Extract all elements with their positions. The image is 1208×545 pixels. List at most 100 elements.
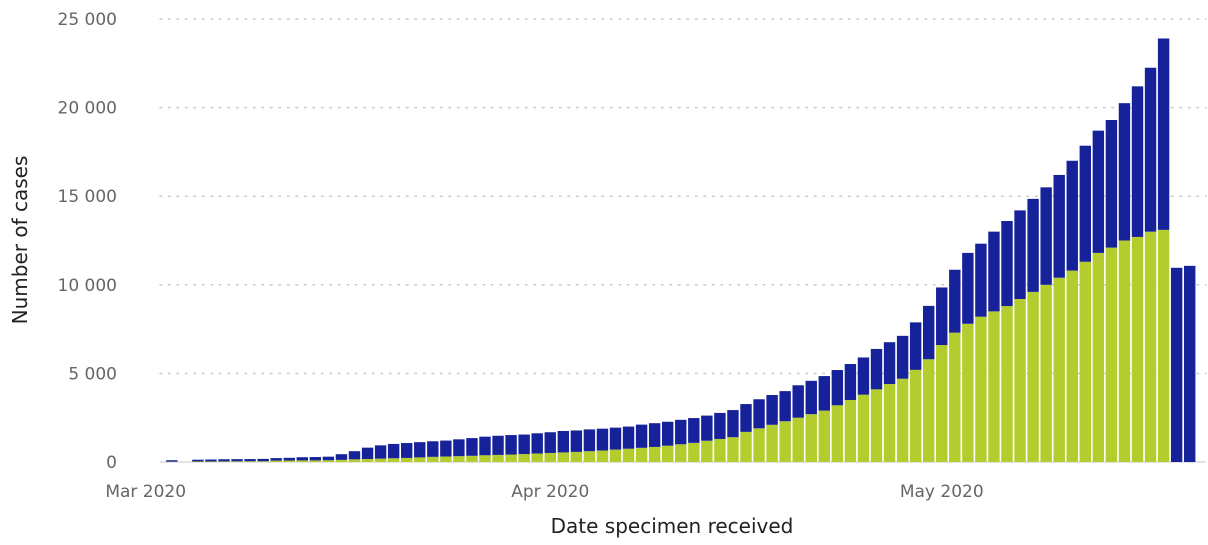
y-tick-label: 25 000 xyxy=(58,10,117,30)
bar-segment-bottom xyxy=(1157,229,1170,462)
y-tick-label: 20 000 xyxy=(58,99,117,119)
bar-segment-top xyxy=(1157,38,1170,230)
bar-segment-bottom xyxy=(1079,261,1091,462)
bar-segment-top xyxy=(609,427,622,450)
bar-segment-top xyxy=(1079,145,1091,262)
bar-segment-bottom xyxy=(688,442,700,462)
bar-segment-bottom xyxy=(701,440,713,462)
bar-segment-top xyxy=(805,380,817,415)
bar-segment-bottom xyxy=(492,454,504,462)
bar-segment-top xyxy=(1131,86,1144,237)
bar-segment-top xyxy=(1066,160,1078,271)
bar-segment-bottom xyxy=(779,421,791,462)
bar-segment-bottom xyxy=(518,454,530,462)
bar-segment-top xyxy=(544,432,556,453)
bar-segment-top xyxy=(596,428,609,451)
y-axis-tick-labels: 0 5 000 10 000 15 000 20 000 25 000 xyxy=(58,10,117,473)
bar-segment-bottom xyxy=(453,456,465,462)
y-tick-label: 10 000 xyxy=(58,276,117,296)
bar-segment-top xyxy=(387,443,400,459)
x-axis-tick-labels: Mar 2020 Apr 2020 May 2020 xyxy=(105,482,983,502)
bar-segment-top xyxy=(714,412,726,439)
bar-segment-bottom xyxy=(896,378,909,462)
y-tick-label: 15 000 xyxy=(58,187,117,207)
bar-segment-top xyxy=(909,322,922,370)
bar-segment-bottom xyxy=(205,461,217,462)
bar-segment-bottom xyxy=(675,444,687,462)
bar-segment-bottom xyxy=(870,389,883,462)
bar-segment-bottom xyxy=(570,451,583,462)
bar-segment-top xyxy=(779,391,791,422)
bar-segment-top xyxy=(440,440,452,457)
bar-segment-bottom xyxy=(1131,236,1144,462)
bar-segment-top xyxy=(231,459,243,462)
bar-segment-top xyxy=(1027,198,1039,292)
bar-segment-top xyxy=(335,454,348,460)
bar-segment-top xyxy=(936,287,948,346)
bar-segment-bottom xyxy=(622,448,635,462)
bar-segment-bottom xyxy=(1014,298,1026,462)
bar-segment-bottom xyxy=(740,431,752,462)
bar-segment-bottom xyxy=(844,399,857,462)
bar-segment-top xyxy=(466,438,478,456)
bar-segment-bottom xyxy=(1105,247,1118,462)
bar-segment-bottom xyxy=(962,323,974,462)
bar-segment-bottom xyxy=(596,450,609,462)
bar-segment-bottom xyxy=(257,461,269,462)
bar-segment-top xyxy=(1170,267,1183,462)
bar-segment-bottom xyxy=(218,461,230,462)
bar-segment-top xyxy=(192,459,204,462)
bar-segment-top xyxy=(883,342,896,385)
bar-segment-bottom xyxy=(1053,277,1065,462)
y-tick-label: 5 000 xyxy=(68,364,117,384)
bar-segment-top xyxy=(857,357,870,395)
bar-segment-bottom xyxy=(766,424,778,462)
bar-segment-bottom xyxy=(244,461,256,462)
bar-segment-top xyxy=(414,442,426,458)
bar-segment-top xyxy=(818,376,830,411)
bar-segment-bottom xyxy=(544,452,556,462)
bar-segment-bottom xyxy=(361,458,374,462)
bar-segment-top xyxy=(205,459,217,462)
x-tick-label: Apr 2020 xyxy=(511,482,589,502)
bar-segment-bottom xyxy=(414,457,426,462)
bar-segment-top xyxy=(1014,210,1026,299)
bar-segment-bottom xyxy=(296,460,308,462)
bar-segment-top xyxy=(740,404,752,432)
bar-segment-top xyxy=(322,456,335,461)
bar-segment-top xyxy=(949,269,961,333)
bar-segment-top xyxy=(1144,67,1157,232)
bar-segment-top xyxy=(896,335,909,379)
bar-segment-bottom xyxy=(466,455,478,462)
bar-segment-bottom xyxy=(909,369,922,462)
bar-segment-bottom xyxy=(335,459,348,462)
bar-segment-bottom xyxy=(531,453,543,462)
bar-segment-bottom xyxy=(609,449,622,462)
bar-segment-top xyxy=(518,434,530,455)
bar-segment-top xyxy=(1105,120,1118,248)
bar-segment-bottom xyxy=(818,410,830,462)
bar-segment-bottom xyxy=(949,332,961,462)
bar-segment-top xyxy=(648,423,661,447)
bar-segment-top xyxy=(1118,103,1131,241)
bar-segment-top xyxy=(479,436,491,456)
bar-segment-bottom xyxy=(374,458,387,462)
bar-segment-bottom xyxy=(635,447,648,462)
bar-segment-top xyxy=(583,429,596,452)
bar-segment-bottom xyxy=(427,456,439,462)
bar-segment-bottom xyxy=(322,460,335,462)
bar-segment-bottom xyxy=(348,459,361,462)
x-axis-title: Date specimen received xyxy=(551,514,794,538)
bar-segment-bottom xyxy=(1040,284,1052,462)
bar-segment-top xyxy=(675,419,687,445)
bar-segment-top xyxy=(988,231,1000,312)
bar-segment-top xyxy=(557,430,569,453)
bars xyxy=(166,38,1196,462)
bar-segment-top xyxy=(688,418,700,443)
bar-segment-top xyxy=(1053,174,1065,278)
bar-segment-top xyxy=(635,424,648,448)
bar-segment-bottom xyxy=(283,460,295,462)
bar-segment-top xyxy=(962,252,974,324)
bar-segment-bottom xyxy=(309,460,322,462)
bar-segment-top xyxy=(844,364,857,400)
